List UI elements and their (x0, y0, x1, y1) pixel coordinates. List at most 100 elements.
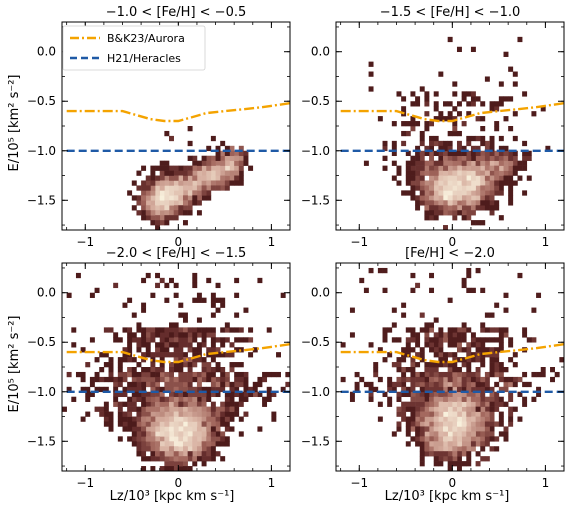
density-cell (419, 165, 425, 171)
density-cell (433, 451, 439, 457)
density-cell (443, 145, 448, 152)
density-cell (447, 391, 453, 398)
density-cell (113, 282, 119, 289)
density-cell (159, 411, 165, 417)
density-cell (182, 461, 188, 467)
density-cell (182, 200, 188, 206)
density-cell (220, 371, 226, 378)
density-cell (424, 200, 430, 206)
density-cell (503, 332, 509, 338)
density-cell (480, 185, 486, 191)
density-cell (192, 297, 198, 303)
density-cell (201, 421, 207, 427)
density-cell (410, 180, 416, 186)
density-cell (484, 406, 490, 412)
density-cell (141, 436, 147, 442)
density-cell (136, 426, 142, 432)
density-cell (522, 91, 528, 97)
density-cell (159, 456, 165, 462)
density-cell (456, 111, 462, 117)
density-cell (192, 461, 198, 467)
density-cell (136, 411, 142, 417)
density-cell (415, 426, 421, 432)
density-cell (182, 180, 188, 186)
density-cell (433, 175, 439, 181)
density-cell (489, 140, 495, 147)
density-cell (271, 391, 277, 398)
density-cell (415, 342, 421, 348)
density-cell (150, 431, 156, 437)
density-cell (475, 371, 481, 378)
density-cell (234, 362, 240, 368)
density-cell (470, 155, 476, 161)
density-cell (220, 342, 226, 348)
density-cell (429, 446, 435, 452)
density-cell (475, 116, 481, 122)
density-cell (433, 352, 439, 358)
density-cell (85, 386, 91, 393)
density-cell (215, 436, 221, 442)
density-cell (480, 347, 486, 353)
density-cell (498, 180, 504, 186)
density-cell (150, 180, 156, 186)
density-cell (248, 386, 254, 393)
density-cell (187, 165, 193, 171)
density-cell (484, 312, 490, 318)
density-cell (480, 220, 486, 226)
density-cell (150, 190, 156, 196)
density-cell (433, 441, 439, 447)
density-cell (131, 381, 137, 388)
density-cell (210, 352, 216, 358)
density-cell (192, 386, 198, 393)
density-cell (159, 200, 165, 206)
density-cell (99, 386, 105, 393)
density-cell (466, 456, 472, 462)
density-cell (182, 431, 188, 437)
density-cell (405, 165, 411, 171)
density-cell (229, 362, 235, 368)
density-cell (503, 160, 509, 166)
density-cell (224, 411, 230, 417)
density-cell (206, 376, 212, 383)
density-cell (470, 175, 476, 181)
density-cell (405, 431, 411, 437)
density-cell (66, 386, 72, 393)
density-cell (206, 386, 212, 393)
density-cell (155, 367, 161, 373)
density-cell (192, 160, 198, 166)
density-cell (466, 272, 472, 279)
density-cell (391, 160, 397, 166)
density-cell (94, 376, 100, 383)
density-cell (466, 411, 472, 417)
density-cell (550, 376, 555, 383)
density-cell (508, 175, 514, 181)
density-cell (164, 406, 170, 412)
density-cell (461, 386, 467, 393)
density-cell (410, 195, 416, 201)
density-cell (150, 466, 156, 471)
density-cell (452, 130, 458, 137)
density-cell (461, 185, 467, 191)
density-cell (429, 200, 435, 206)
density-cell (192, 185, 198, 191)
density-cell (145, 352, 151, 358)
density-cell (173, 337, 179, 343)
density-cell (220, 352, 226, 358)
panel-title: −1.5 < [Fe/H] < −1.0 (380, 5, 521, 20)
density-cell (433, 367, 439, 373)
density-cell (470, 446, 476, 452)
density-cell (443, 446, 448, 452)
density-cell (452, 357, 458, 363)
density-cell (169, 332, 174, 338)
density-cell (145, 411, 151, 417)
density-cell (182, 411, 188, 417)
density-cell (229, 327, 235, 333)
density-cell (424, 337, 430, 343)
density-cell (512, 111, 518, 117)
panel-4: [Fe/H] < −2.0−1 0 10.0−0.5−1.0−1.5 (301, 246, 565, 490)
density-cell (131, 195, 137, 201)
density-cell (150, 376, 156, 383)
density-cell (415, 155, 421, 161)
density-cell (276, 371, 281, 378)
density-cell (415, 406, 421, 412)
